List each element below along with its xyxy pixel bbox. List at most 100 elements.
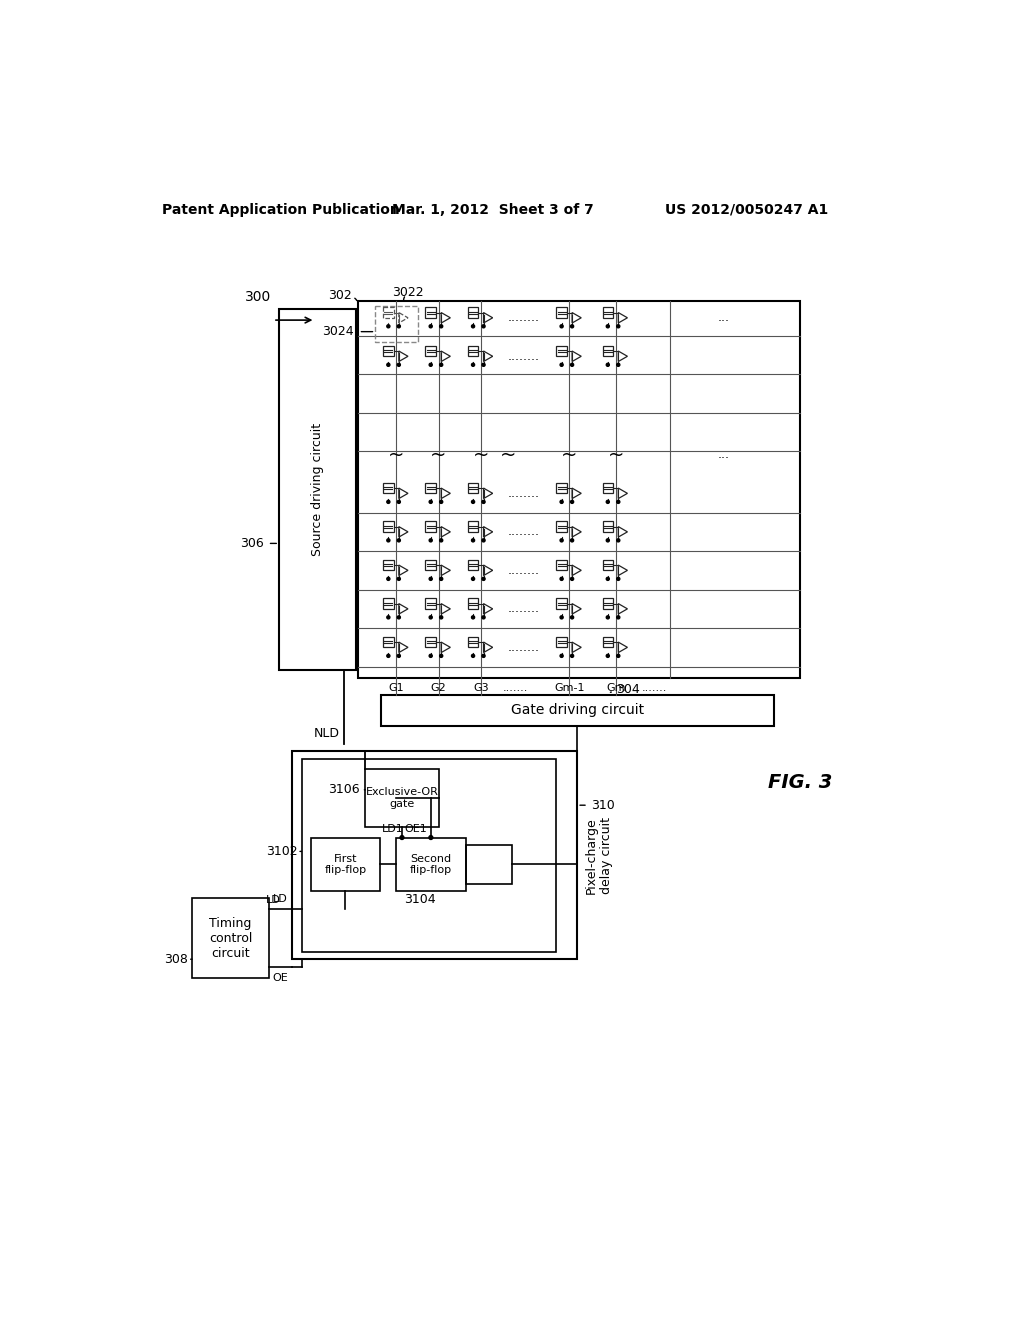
Circle shape: [560, 577, 563, 581]
Text: ........: ........: [507, 350, 540, 363]
Bar: [396, 837, 466, 891]
Bar: [468, 560, 478, 570]
Circle shape: [471, 616, 474, 619]
Circle shape: [471, 655, 474, 657]
Circle shape: [616, 325, 620, 327]
Circle shape: [439, 500, 442, 503]
Text: 3102: 3102: [266, 845, 298, 858]
Circle shape: [560, 539, 563, 543]
Circle shape: [570, 539, 573, 543]
Circle shape: [560, 616, 563, 619]
Bar: [425, 521, 436, 532]
Text: OE: OE: [272, 973, 289, 983]
Circle shape: [429, 325, 432, 327]
Circle shape: [387, 577, 390, 581]
Text: Timing
control
circuit: Timing control circuit: [209, 916, 252, 960]
Circle shape: [439, 325, 442, 327]
Circle shape: [560, 500, 563, 503]
Text: .......: .......: [503, 684, 528, 693]
Circle shape: [397, 655, 400, 657]
Circle shape: [439, 539, 442, 543]
Circle shape: [429, 363, 432, 367]
Text: 308: 308: [165, 953, 188, 966]
Circle shape: [482, 616, 485, 619]
Circle shape: [471, 539, 474, 543]
Bar: [468, 308, 478, 318]
Circle shape: [606, 325, 609, 327]
Bar: [383, 598, 393, 609]
Circle shape: [606, 363, 609, 367]
Bar: [376, 306, 418, 342]
Text: OE1: OE1: [403, 825, 427, 834]
Text: Gm-1: Gm-1: [554, 684, 585, 693]
Text: ~: ~: [388, 445, 404, 465]
Text: ~: ~: [430, 445, 446, 465]
Circle shape: [616, 616, 620, 619]
Bar: [556, 346, 567, 356]
Circle shape: [570, 363, 573, 367]
Circle shape: [387, 616, 390, 619]
Circle shape: [570, 655, 573, 657]
Bar: [602, 636, 613, 647]
Circle shape: [397, 616, 400, 619]
Text: ~: ~: [607, 445, 624, 465]
Circle shape: [606, 500, 609, 503]
Bar: [602, 560, 613, 570]
Text: Exclusive-OR
gate: Exclusive-OR gate: [366, 787, 438, 809]
Text: Gate driving circuit: Gate driving circuit: [511, 704, 644, 718]
Circle shape: [397, 539, 400, 543]
Bar: [381, 696, 773, 726]
Bar: [602, 346, 613, 356]
Circle shape: [429, 655, 432, 657]
Circle shape: [439, 655, 442, 657]
Bar: [310, 837, 380, 891]
Circle shape: [429, 500, 432, 503]
Circle shape: [397, 325, 400, 327]
Text: ........: ........: [507, 525, 540, 539]
Circle shape: [482, 539, 485, 543]
Circle shape: [397, 363, 400, 367]
Bar: [602, 598, 613, 609]
Text: 310: 310: [591, 799, 614, 812]
Bar: [425, 636, 436, 647]
Text: US 2012/0050247 A1: US 2012/0050247 A1: [665, 203, 828, 216]
Bar: [466, 845, 512, 884]
Bar: [301, 759, 556, 952]
Bar: [383, 483, 393, 494]
Circle shape: [387, 655, 390, 657]
Circle shape: [606, 539, 609, 543]
Text: ........: ........: [507, 312, 540, 325]
Bar: [602, 308, 613, 318]
Text: ~: ~: [473, 445, 489, 465]
Text: Patent Application Publication: Patent Application Publication: [162, 203, 399, 216]
Circle shape: [429, 836, 433, 840]
Text: 3022: 3022: [392, 286, 424, 298]
Circle shape: [482, 500, 485, 503]
Circle shape: [616, 577, 620, 581]
Circle shape: [482, 655, 485, 657]
Circle shape: [606, 616, 609, 619]
Bar: [468, 346, 478, 356]
Bar: [602, 483, 613, 494]
Circle shape: [439, 616, 442, 619]
Circle shape: [471, 577, 474, 581]
Text: Gm: Gm: [606, 684, 626, 693]
Text: G2: G2: [431, 684, 446, 693]
Bar: [383, 560, 393, 570]
Text: ...: ...: [718, 449, 729, 462]
Circle shape: [606, 655, 609, 657]
Circle shape: [616, 363, 620, 367]
Text: 3106: 3106: [328, 783, 359, 796]
Text: 302: 302: [329, 289, 352, 302]
Circle shape: [471, 363, 474, 367]
Text: 300: 300: [245, 290, 270, 304]
Bar: [425, 560, 436, 570]
Bar: [366, 770, 438, 826]
Circle shape: [560, 655, 563, 657]
Circle shape: [570, 577, 573, 581]
Text: FIG. 3: FIG. 3: [768, 772, 833, 792]
Bar: [556, 636, 567, 647]
Circle shape: [482, 363, 485, 367]
Text: ~: ~: [500, 445, 516, 465]
Text: ~: ~: [561, 445, 578, 465]
